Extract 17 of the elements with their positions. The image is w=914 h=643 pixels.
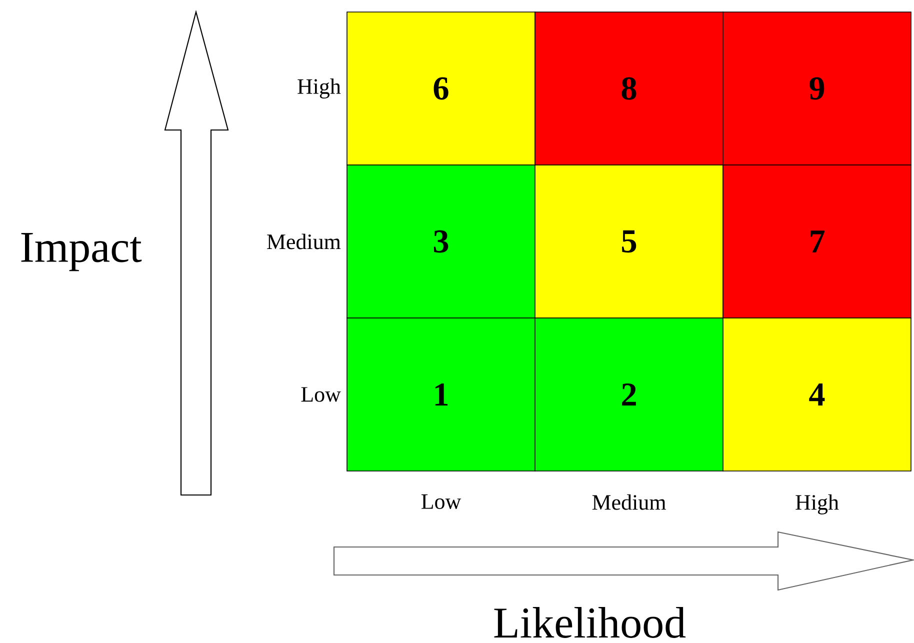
- y-tick-label: High: [298, 78, 341, 99]
- data-label: 6: [434, 77, 448, 100]
- data-label: 3: [434, 230, 448, 253]
- data-label: 7: [810, 230, 825, 252]
- x-axis-title: Likelihood: [494, 606, 686, 638]
- data-label: 8: [622, 77, 636, 100]
- x-tick-label: Medium: [592, 494, 666, 510]
- data-label: 9: [810, 77, 824, 100]
- x-tick-label: High: [796, 494, 839, 514]
- data-label: 2: [622, 383, 636, 406]
- y-tick-label: Medium: [267, 234, 341, 250]
- data-label: 1: [435, 384, 448, 406]
- x-tick-label: Low: [421, 494, 462, 509]
- y-tick-label: Low: [301, 387, 341, 402]
- y-axis-title: Impact: [21, 232, 142, 272]
- data-label: 5: [622, 230, 636, 253]
- data-label: 4: [809, 384, 825, 406]
